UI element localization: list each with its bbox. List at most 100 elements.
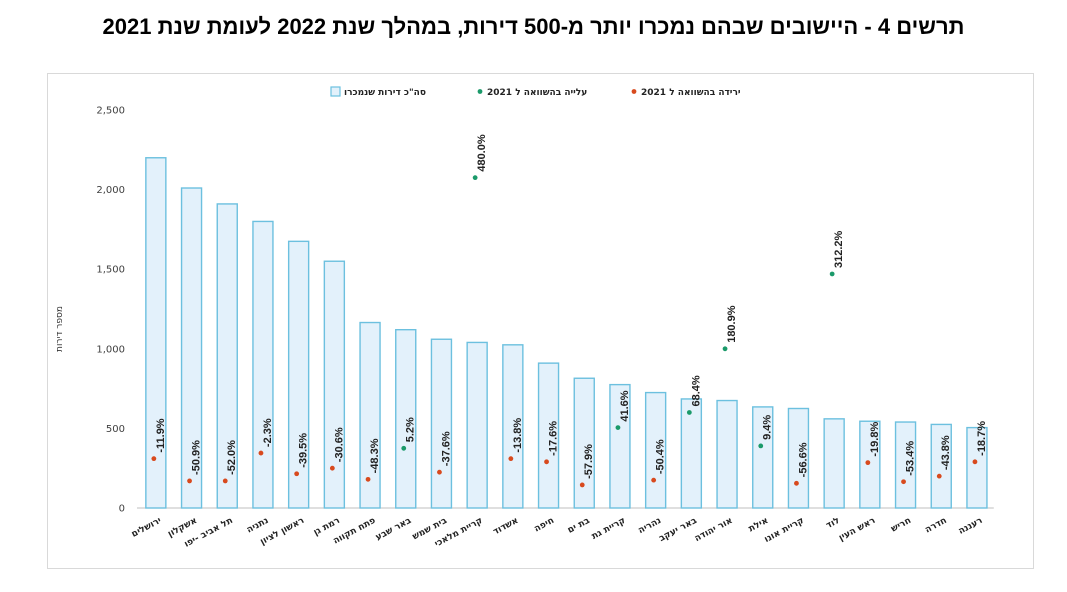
bar [644,391,667,509]
change-label: 480.0% [476,134,488,172]
increase-marker [472,175,478,181]
bar [609,383,631,509]
bar-chart: 0 500 1,000 1,500 2,000 2,500 מספר דירות -11.9%… [55,86,994,550]
legend-up-label: עלייה בהשוואה ל 2021 [487,88,587,98]
legend-total-label: סה"כ דירות שנמכרו [344,88,426,98]
bar [145,157,167,509]
increase-marker [615,425,621,431]
decrease-marker [651,477,657,483]
category-label: ירושלים [130,516,164,540]
decrease-marker [151,456,157,462]
change-label: -30.6% [333,427,345,462]
decrease-marker [294,471,300,477]
increase-marker [722,346,728,352]
change-label: -48.3% [369,438,381,473]
category-label: קריית גת [590,516,627,542]
category-label: אור יהודה [693,516,734,544]
chart-frame: 0 500 1,000 1,500 2,000 2,500 מספר דירות -11.9%… [47,73,1034,569]
bar [180,187,203,509]
change-label: -19.8% [869,422,881,457]
decrease-marker [258,450,264,456]
change-label: -2.3% [262,418,274,447]
bar [430,338,453,509]
legend-down-label: ירידה בהשוואה ל 2021 [641,88,741,98]
change-label: 41.6% [619,390,631,421]
bar [323,260,346,509]
bar [252,220,274,509]
change-label: -39.5% [298,433,310,468]
bar [966,426,988,509]
change-label: -50.9% [191,440,203,475]
change-label: 9.4% [762,415,774,440]
category-label: באר יעקב [658,516,700,544]
bar [930,423,952,509]
increase-marker [686,410,692,415]
category-label: קריית אונו [763,516,806,545]
change-label: -53.4% [905,441,917,476]
category-label: לוד [825,516,842,531]
bar [859,420,881,509]
bar [466,341,488,509]
category-label: בת ים [566,516,592,536]
bar [823,418,845,509]
y-axis-title: מספר דירות [55,306,65,352]
change-label: -57.9% [583,444,595,479]
change-label: 68.4% [690,375,702,406]
y-tick-label: 500 [106,424,125,435]
decrease-marker [579,482,585,488]
chart-title: תרשים 4 - היישובים שבהם נמכרו יותר מ-500… [102,14,965,39]
change-label: 312.2% [833,230,845,268]
change-label: -50.4% [655,439,667,474]
change-label: -17.6% [548,421,560,456]
decrease-marker [222,478,228,484]
decrease-marker [544,459,549,465]
bar [287,240,310,509]
category-label: חיפה [533,516,556,535]
change-label: 180.9% [726,305,738,343]
y-tick-label: 1,500 [96,265,125,276]
bar [716,399,738,509]
bar [537,362,560,509]
change-label: -13.8% [512,418,524,453]
decrease-marker [187,478,192,484]
decrease-marker [508,456,514,462]
decrease-marker [936,473,942,479]
category-label: נהריה [637,516,663,536]
decrease-marker [794,480,799,486]
bar [894,421,917,509]
y-tick-label: 2,500 [96,106,125,117]
bar [787,407,810,509]
y-tick-label: 2,000 [96,185,125,196]
legend-down-marker [631,89,637,94]
decrease-marker [901,479,906,485]
change-label: -52.0% [226,440,238,475]
y-tick-label: 0 [119,504,125,515]
category-label: אשדוד [492,516,521,538]
decrease-marker [972,459,978,465]
bar [752,406,774,509]
legend-total-swatch [330,86,341,97]
decrease-marker [329,465,335,471]
category-label: רעננה [957,516,984,537]
increase-marker [758,443,764,449]
change-label: -56.6% [797,442,809,477]
increase-marker [401,445,407,451]
y-tick-label: 1,000 [96,344,125,355]
decrease-marker [865,460,871,466]
change-label: 5.2% [405,417,417,442]
category-label: חדרה [924,516,949,536]
category-label: חריש [890,516,913,535]
legend-up-marker [477,89,483,94]
increase-marker [829,271,835,277]
bar [573,377,595,509]
bar [395,328,417,509]
category-label: באר שבע [374,516,413,543]
bar [502,344,524,509]
change-label: -37.6% [440,431,452,466]
change-label: -43.8% [940,435,952,470]
decrease-marker [437,469,442,475]
category-label: אילת [747,516,770,535]
decrease-marker [365,476,371,482]
change-label: -18.7% [976,421,988,456]
bar [216,203,238,509]
